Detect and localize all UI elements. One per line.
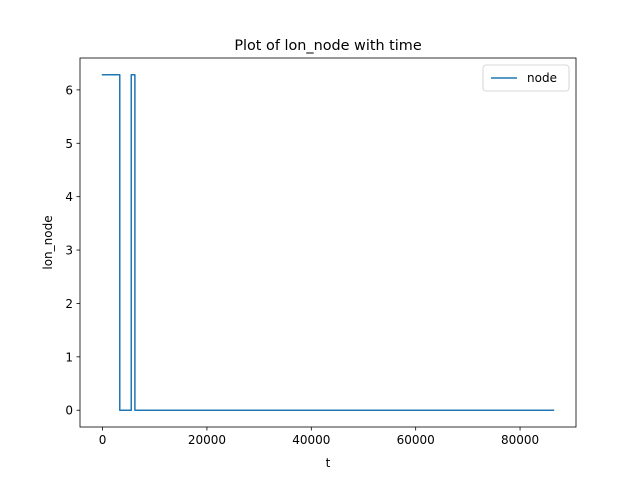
x-tick-label: 0 <box>99 433 107 447</box>
plot-area <box>101 74 555 411</box>
y-tick-label: 1 <box>65 350 73 364</box>
y-tick-label: 4 <box>65 190 73 204</box>
axes-frame <box>79 57 577 428</box>
y-tick-label: 0 <box>65 404 73 418</box>
legend-box <box>482 64 570 92</box>
legend: node <box>482 64 570 92</box>
y-axis-label: lon_node <box>41 215 55 269</box>
chart-title: Plot of lon_node with time <box>234 38 422 54</box>
legend-label-node: node <box>527 71 557 85</box>
x-tick-label: 80000 <box>501 433 539 447</box>
y-tick-label: 3 <box>65 244 73 258</box>
axes: 0 20000 40000 60000 80000 0 1 2 3 4 5 6 <box>65 57 577 447</box>
y-tick-label: 2 <box>65 297 73 311</box>
x-axis-label: t <box>326 456 331 470</box>
series-line-node <box>101 74 555 411</box>
x-tick-label: 20000 <box>188 433 226 447</box>
x-tick-label: 40000 <box>292 433 330 447</box>
x-tick-label: 60000 <box>397 433 435 447</box>
y-tick-label: 6 <box>65 83 73 97</box>
y-tick-label: 5 <box>65 137 73 151</box>
